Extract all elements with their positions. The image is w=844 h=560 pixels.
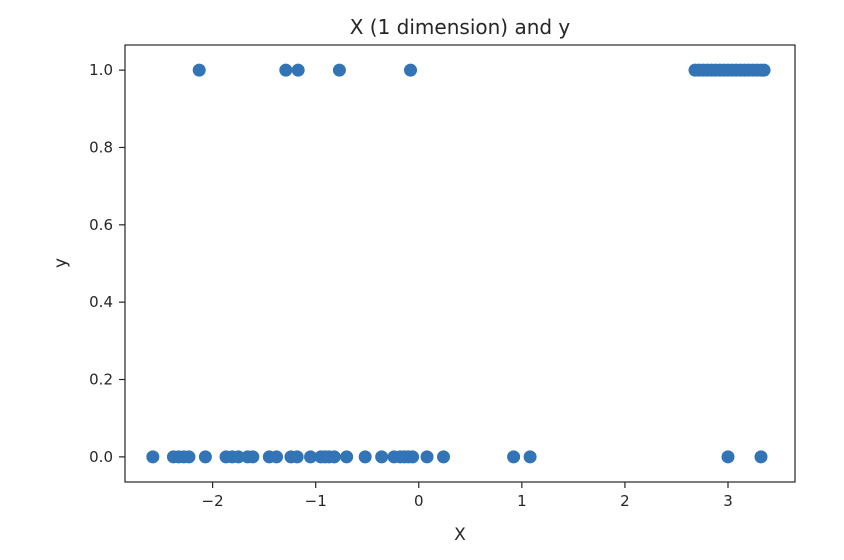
y-tick-label: 1.0 [89,61,113,79]
data-point [270,450,284,464]
data-point [332,63,346,77]
data-point [757,63,771,77]
data-points [146,63,771,464]
x-tick-label: 3 [723,492,733,510]
data-point [523,450,537,464]
data-point [198,450,212,464]
data-point [192,63,206,77]
y-tick-label: 0.6 [89,216,113,234]
data-point [182,450,196,464]
x-tick-label: −1 [305,492,327,510]
x-tick-label: −2 [202,492,224,510]
y-tick-label: 0.8 [89,138,113,156]
chart-title: X (1 dimension) and y [350,15,571,39]
x-tick-label: 1 [517,492,527,510]
data-point [754,450,768,464]
data-point [290,450,304,464]
x-tick-label: 2 [620,492,630,510]
x-axis-ticks: −2 −1 0 1 2 3 [202,482,733,510]
y-axis-label: y [51,258,71,268]
data-point [327,450,341,464]
data-point [404,63,418,77]
data-point [304,450,318,464]
data-point [507,450,521,464]
data-point [246,450,260,464]
data-point [340,450,354,464]
y-tick-label: 0.4 [89,293,113,311]
y-axis-ticks: 0.0 0.2 0.4 0.6 0.8 1.0 [89,61,125,466]
data-point [231,450,245,464]
plot-frame [124,44,796,483]
data-point [420,450,434,464]
y-tick-label: 0.2 [89,371,113,389]
data-point [358,450,372,464]
data-point [291,63,305,77]
data-point [279,63,293,77]
data-point [146,450,160,464]
x-axis-label: X [454,525,466,545]
y-tick-label: 0.0 [89,448,113,466]
x-tick-label: 0 [414,492,424,510]
data-point [437,450,451,464]
data-point [721,450,735,464]
data-point [375,450,389,464]
data-point [406,450,420,464]
